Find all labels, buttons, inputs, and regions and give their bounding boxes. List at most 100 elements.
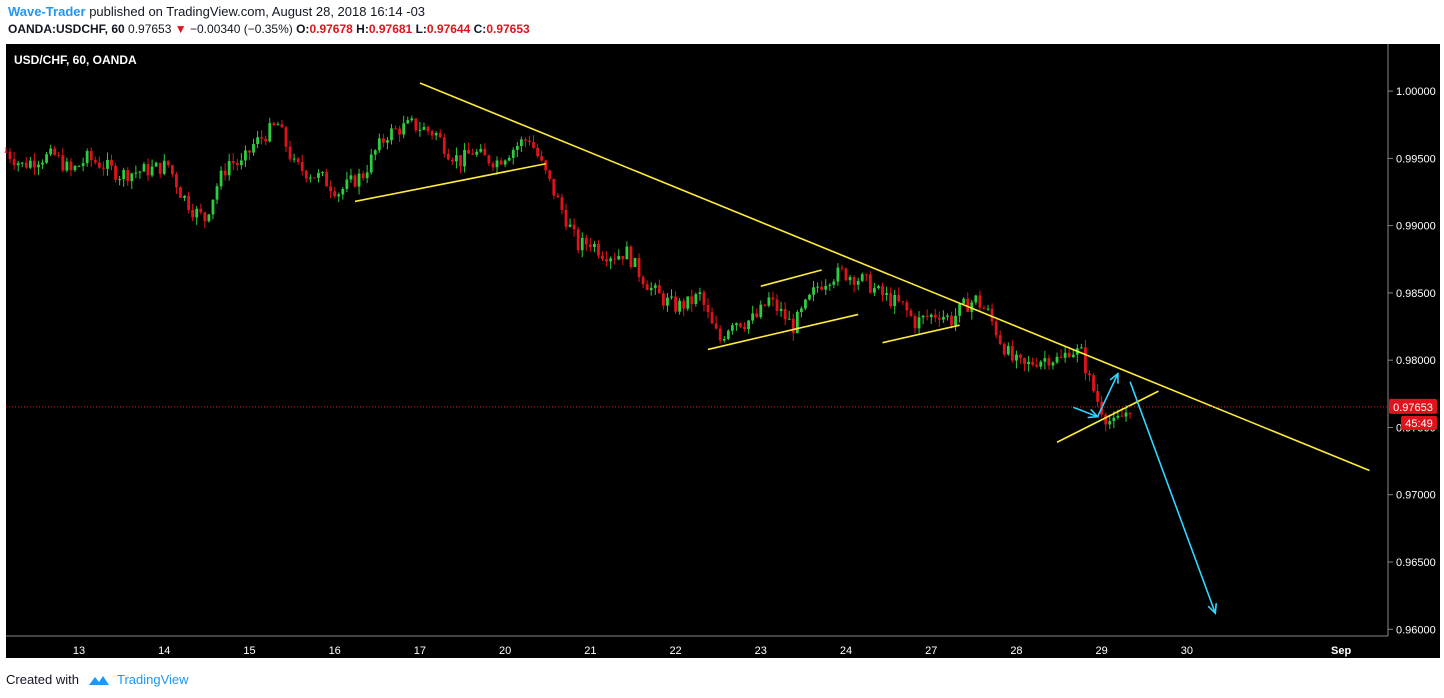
candle-body [1039, 361, 1043, 367]
x-tick-label: 28 [1010, 645, 1022, 657]
candle-body [41, 162, 44, 165]
candle-body [795, 312, 799, 334]
candle-body [893, 294, 897, 307]
candle-body [584, 237, 588, 245]
candle-body [475, 151, 479, 155]
candle-body [597, 243, 600, 256]
created-with-text: Created with [6, 672, 79, 687]
candle-body [260, 137, 264, 139]
candle-body [674, 296, 677, 312]
candle-body [114, 165, 117, 180]
candle-body [1055, 356, 1059, 363]
candle-body [909, 310, 913, 317]
candle-body [20, 162, 24, 164]
x-tick-label: 14 [158, 645, 170, 657]
candle-body [824, 285, 828, 290]
candle-body [994, 321, 998, 336]
candle-body [89, 151, 93, 161]
candle-body [507, 157, 511, 161]
candle-body [657, 285, 661, 294]
publish-header: Wave-Trader published on TradingView.com… [8, 4, 425, 19]
candle-body [300, 162, 304, 171]
candle-body [276, 124, 280, 126]
candle-body [57, 154, 61, 156]
candle-body [296, 158, 300, 163]
ohlc-header: OANDA:USDCHF, 60 0.97653 ▼ −0.00340 (−0.… [8, 22, 530, 36]
candle-body [317, 172, 320, 178]
candle-body [459, 155, 462, 167]
candle-body [4, 151, 8, 153]
candle-body [304, 170, 308, 179]
open-label: O: [296, 22, 310, 36]
x-tick-label: 27 [925, 645, 937, 657]
candle-body [998, 335, 1002, 344]
candle-body [1015, 354, 1018, 361]
candle-body [836, 267, 840, 282]
candle-body [45, 154, 48, 163]
candle-body [252, 144, 255, 153]
candle-body [487, 155, 491, 164]
candle-body [219, 170, 223, 187]
candle-body [499, 160, 503, 165]
candle-body [1096, 391, 1100, 402]
candle-body [564, 209, 568, 227]
candle-body [828, 284, 832, 286]
candle-body [637, 257, 641, 278]
candle-body [175, 174, 178, 188]
candle-body [702, 292, 706, 305]
candle-body [881, 286, 884, 295]
candle-body [645, 284, 649, 291]
x-tick-label: 30 [1181, 645, 1193, 657]
trendline-support-2 [707, 313, 859, 351]
candle-body [235, 163, 239, 166]
candle-body [1128, 412, 1132, 415]
candle-body [609, 258, 613, 262]
candle-body [398, 128, 402, 135]
candle-body [337, 194, 341, 197]
candle-body [414, 118, 418, 131]
candle-body [69, 161, 73, 171]
arrow-down-long [1129, 381, 1217, 614]
candle-body [357, 173, 361, 187]
candle-body [142, 164, 146, 172]
candle-body [1104, 414, 1108, 425]
candle-body [576, 229, 580, 251]
candle-body [722, 338, 726, 341]
candle-body [438, 133, 442, 138]
candle-body [714, 323, 718, 329]
chart-plot-area[interactable] [6, 44, 1388, 636]
candle-body [767, 297, 771, 306]
high-value: 0.97681 [368, 22, 413, 36]
annotations-group [354, 82, 1370, 615]
x-tick-label: Sep [1331, 645, 1351, 657]
x-tick-label: 29 [1096, 645, 1108, 657]
candle-body [1108, 421, 1112, 425]
candles-group [4, 115, 1132, 432]
candle-body [495, 160, 499, 168]
candle-body [118, 179, 122, 181]
candle-body [629, 246, 633, 268]
low-value: 0.97644 [426, 22, 471, 36]
y-tick-label: 0.98000 [1396, 355, 1436, 367]
candle-body [990, 308, 994, 322]
y-tick-label: 1.00000 [1396, 86, 1436, 98]
price-chart[interactable]: USD/CHF, 60, OANDA 1.00000 0.99500 0.99000… [0, 42, 1444, 660]
tradingview-link[interactable]: TradingView [116, 672, 189, 687]
author-link[interactable]: Wave-Trader [8, 4, 86, 19]
candle-body [613, 258, 617, 260]
candle-body [8, 151, 12, 160]
candle-body [1071, 354, 1075, 358]
candle-body [816, 286, 819, 288]
candle-body [325, 172, 328, 187]
candle-body [682, 300, 686, 309]
time-axis[interactable] [6, 636, 1388, 658]
candle-body [726, 330, 730, 339]
candle-body [873, 288, 876, 293]
candle-body [1031, 361, 1035, 365]
candle-body [97, 162, 101, 168]
candle-body [556, 195, 560, 198]
candle-body [53, 148, 57, 155]
price-axis[interactable] [1388, 44, 1440, 658]
candle-body [264, 138, 268, 142]
candle-body [138, 171, 142, 173]
